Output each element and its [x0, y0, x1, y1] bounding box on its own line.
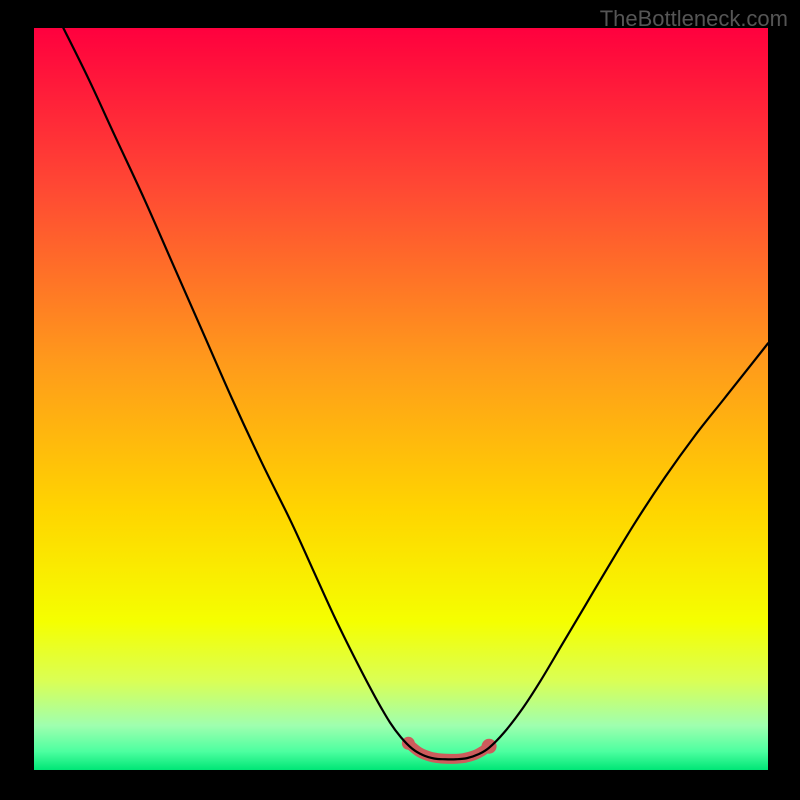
watermark-label: TheBottleneck.com: [600, 6, 788, 32]
chart-svg: [34, 28, 768, 770]
frame-left: [0, 0, 34, 800]
bottleneck-curve: [63, 28, 768, 759]
frame-right: [768, 0, 800, 800]
optimal-band: [408, 743, 489, 759]
chart-container: TheBottleneck.com: [0, 0, 800, 800]
plot-area: [34, 28, 768, 770]
frame-bottom: [0, 770, 800, 800]
